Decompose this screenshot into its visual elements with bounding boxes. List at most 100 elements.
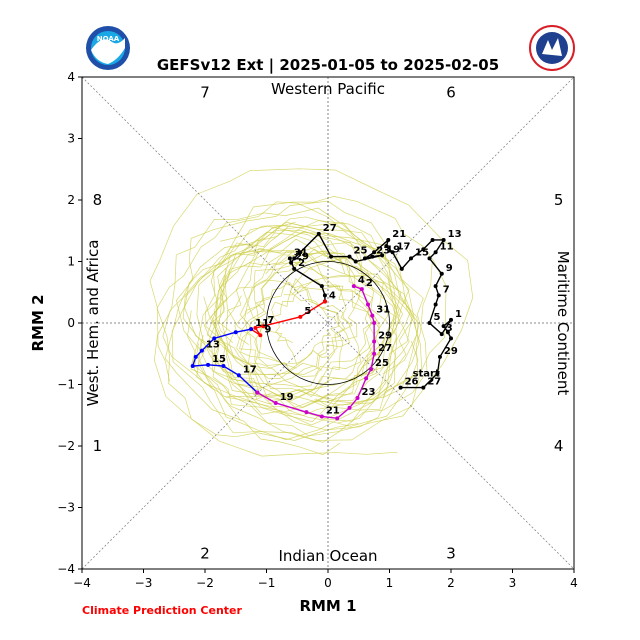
trajectory-point: [427, 256, 432, 261]
x-tick-label: −2: [196, 576, 214, 590]
trajectory-point: [449, 317, 453, 322]
ensemble-member-line: [236, 261, 419, 427]
day-label: 31: [376, 305, 390, 316]
day-label: 11: [255, 318, 269, 329]
trajectory-point: [370, 313, 375, 318]
x-tick-label: −4: [73, 576, 91, 590]
trajectory-point: [289, 260, 294, 265]
trajectory-point: [273, 400, 278, 405]
trajectory-point: [439, 332, 444, 337]
ensemble-member-line: [214, 230, 389, 402]
day-label: 27: [323, 223, 337, 234]
trajectory-point: [221, 364, 226, 369]
trajectory-point: [319, 414, 324, 419]
phase-number: 1: [93, 437, 103, 455]
day-label: 17: [397, 241, 411, 252]
trajectory-point: [287, 256, 292, 261]
ensemble-member-line: [217, 221, 361, 371]
y-tick-label: 4: [67, 70, 75, 84]
phase-number: 6: [446, 83, 456, 101]
ensemble-member-line: [239, 255, 397, 402]
trajectory-point: [421, 247, 426, 252]
trajectory-point: [255, 390, 260, 395]
trajectory-point: [384, 244, 389, 249]
day-label: 27: [427, 377, 441, 388]
day-label: 25: [354, 246, 368, 257]
nws-logo-storm: [542, 38, 562, 56]
ensemble-member-line: [211, 250, 433, 431]
day-label: 21: [392, 229, 406, 240]
day-label: 21: [326, 405, 340, 416]
day-label: 7: [443, 284, 450, 295]
trajectory-point: [372, 250, 377, 255]
trajectory-point: [329, 254, 334, 259]
day-label: 5: [304, 306, 311, 317]
trajectory-point: [441, 237, 446, 242]
trajectory-point: [369, 367, 374, 372]
phase-number: 4: [554, 437, 564, 455]
trajectory-point: [319, 284, 324, 289]
y-tick-label: −2: [57, 439, 75, 453]
ensemble-member-line: [212, 278, 374, 412]
day-label: 25: [375, 358, 389, 369]
day-label: 9: [264, 324, 271, 335]
day-label: 19: [386, 244, 400, 255]
y-tick-label: 0: [67, 316, 75, 330]
trajectory-point: [362, 256, 367, 261]
trajectory-point: [372, 321, 377, 325]
trajectory-point: [449, 336, 453, 341]
trajectory-point: [193, 354, 198, 359]
ensemble-member-line: [171, 220, 428, 443]
day-label: 13: [206, 340, 220, 351]
phase-number: 5: [554, 191, 564, 209]
trajectory-point: [353, 259, 358, 264]
trajectory-point: [427, 321, 432, 325]
phase-number: 2: [200, 545, 210, 563]
noaa-logo-text: NOAA: [97, 35, 120, 43]
region-label-top: Western Pacific: [271, 80, 385, 98]
day-label: 27: [378, 343, 392, 354]
chart-title: GEFSv12 Ext | 2025-01-05 to 2025-02-05: [157, 56, 499, 75]
ensemble-member-line: [153, 207, 402, 457]
nws-logo: [529, 25, 575, 71]
x-tick-label: −1: [258, 576, 276, 590]
trajectory-point: [347, 405, 352, 410]
phase-number: 8: [93, 191, 103, 209]
trajectory-point: [298, 250, 303, 255]
x-tick-label: 3: [509, 576, 517, 590]
region-label-left: West. Hem. and Africa: [84, 240, 102, 407]
trajectory-point: [398, 385, 403, 390]
y-tick-label: −3: [57, 501, 75, 515]
day-label: 4: [358, 275, 365, 286]
trajectory-point: [347, 254, 352, 259]
phase-number: 3: [446, 545, 456, 563]
trajectory-point: [261, 324, 266, 329]
ensemble-member-line: [198, 221, 420, 416]
ensemble-member-line: [213, 232, 420, 404]
trajectory-point: [433, 284, 438, 289]
trajectory-line: [289, 232, 452, 389]
x-tick-label: 0: [324, 576, 332, 590]
trajectory-point: [430, 237, 435, 242]
start-label: start: [413, 369, 440, 380]
trajectory-point: [206, 362, 211, 367]
trajectory-point: [437, 354, 442, 359]
noaa-logo: NOAA: [86, 26, 130, 70]
day-label: 15: [212, 354, 226, 365]
day-label: 13: [448, 229, 462, 240]
day-label: 19: [280, 392, 294, 403]
ensemble-member-line: [164, 229, 411, 456]
trajectory-point: [322, 293, 327, 298]
trajectory-point: [436, 293, 441, 298]
trajectory-point: [304, 410, 309, 415]
day-label: 29: [378, 330, 392, 341]
day-label: 7: [267, 315, 274, 326]
x-tick-label: 1: [386, 576, 394, 590]
trajectory-point: [292, 256, 297, 261]
trajectory-point: [212, 336, 217, 341]
trajectory-point: [445, 330, 450, 335]
trajectory-point: [433, 250, 438, 255]
credit-label: Climate Prediction Center: [82, 604, 242, 617]
